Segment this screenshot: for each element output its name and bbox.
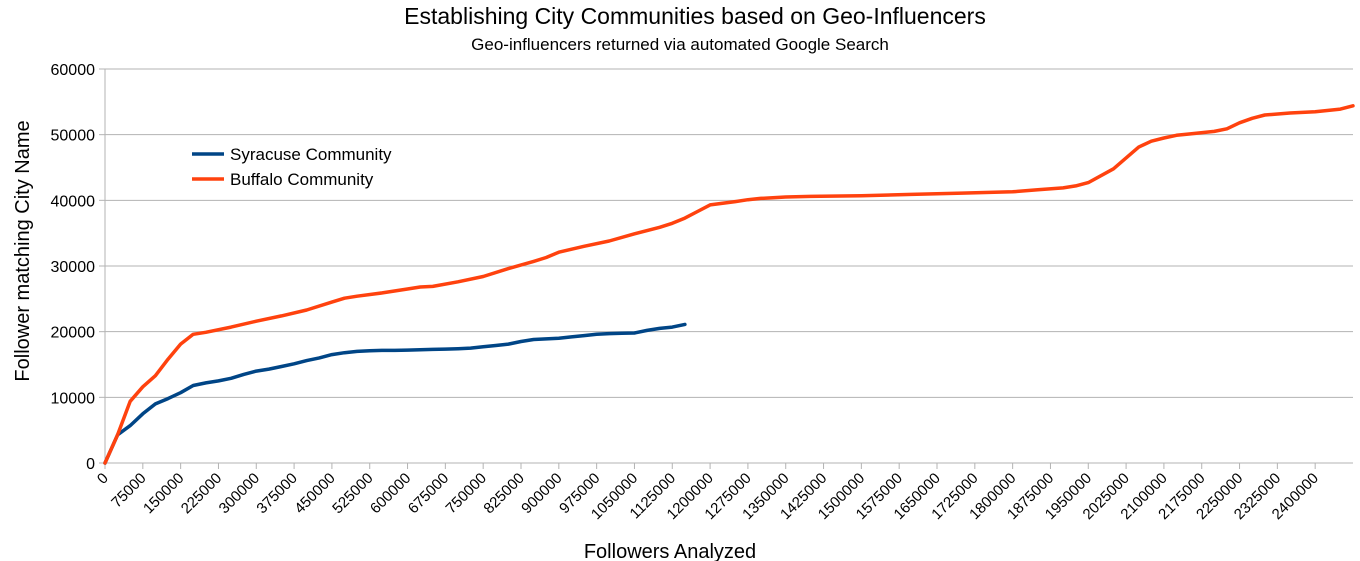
x-tick-label: 600000 (367, 470, 414, 517)
x-tick-label: 150000 (140, 470, 187, 517)
x-tick-label: 825000 (480, 470, 527, 517)
series-line (103, 104, 1355, 465)
x-tick-label: 750000 (443, 470, 490, 517)
y-tick-label: 0 (86, 456, 95, 473)
series-lines (103, 104, 1355, 465)
y-tick-labels: 0 10000 20000 30000 40000 50000 60000 (51, 62, 96, 473)
axes (99, 68, 1353, 469)
x-tick-label: 450000 (291, 470, 338, 517)
x-tick-label: 525000 (329, 470, 376, 517)
legend-label: Buffalo Community (230, 170, 374, 189)
legend: Syracuse Community Buffalo Community (192, 145, 392, 189)
x-tick-label: 675000 (405, 470, 452, 517)
y-tick-label: 20000 (51, 325, 96, 342)
x-tick-label: 300000 (216, 470, 263, 517)
y-tick-label: 40000 (51, 193, 96, 210)
y-tick-label: 60000 (51, 62, 96, 79)
x-tick-labels: 0750001500002250003000003750004500005250… (94, 470, 1322, 523)
y-tick-label: 30000 (51, 259, 96, 276)
y-tick-label: 10000 (51, 390, 96, 407)
x-tick-label: 225000 (178, 470, 225, 517)
x-axis-title: Followers Analyzed (584, 541, 756, 561)
series-line (103, 322, 687, 465)
chart-title: Establishing City Communities based on G… (404, 3, 986, 29)
x-tick-label: 375000 (253, 470, 300, 517)
y-tick-label: 50000 (51, 128, 96, 145)
y-axis-title: Follower matching City Name (12, 120, 34, 381)
legend-label: Syracuse Community (230, 145, 392, 164)
gridlines (105, 68, 1353, 398)
x-tick-label: 900000 (518, 470, 565, 517)
chart-subtitle: Geo-influencers returned via automated G… (471, 35, 889, 54)
x-tick-label: 0 (94, 470, 112, 488)
